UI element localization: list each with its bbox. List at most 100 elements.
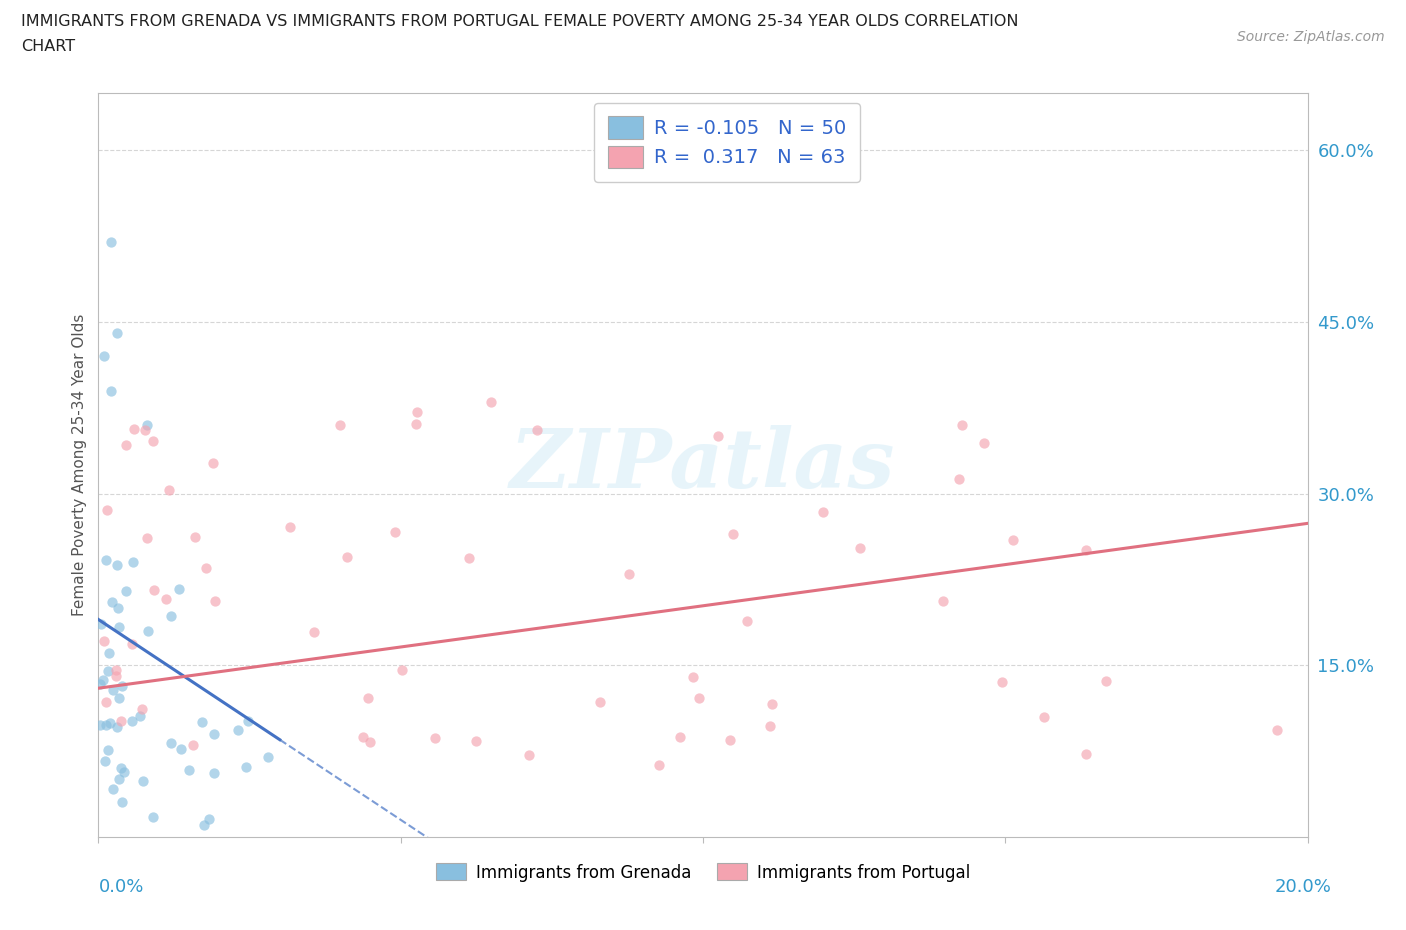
Point [112,764,135,779]
Point [91,673,114,688]
Point [107,600,129,615]
Point [142,433,165,448]
Point [96,503,118,518]
Point [131,773,153,788]
Point [155,592,177,607]
Point [131,701,153,716]
Legend: Immigrants from Grenada, Immigrants from Portugal: Immigrants from Grenada, Immigrants from… [429,857,977,888]
Point [721,526,744,541]
Point [948,472,970,486]
Point [129,709,152,724]
Point [105,326,128,340]
Point [115,583,138,598]
Point [121,713,143,728]
Point [619,566,641,581]
Point [101,683,124,698]
Point [589,695,612,710]
Point [193,817,215,832]
Point [735,613,758,628]
Point [1033,710,1056,724]
Point [101,594,124,609]
Y-axis label: Female Poverty Among 25-34 Year Olds: Female Poverty Among 25-34 Year Olds [72,313,87,617]
Point [90,617,112,631]
Point [457,551,479,565]
Point [758,719,780,734]
Point [100,234,122,249]
Point [991,675,1014,690]
Point [105,557,128,572]
Point [136,623,159,638]
Point [391,662,413,677]
Point [1074,746,1097,761]
Point [329,418,352,432]
Point [707,429,730,444]
Point [204,593,226,608]
Point [105,662,128,677]
Point [121,554,143,569]
Point [257,750,280,764]
Point [94,694,117,709]
Point [190,715,212,730]
Point [195,561,218,576]
Point [134,423,156,438]
Point [718,733,741,748]
Point [122,422,145,437]
Point [97,742,120,757]
Point [761,697,783,711]
Point [352,729,374,744]
Point [464,734,486,749]
Point [142,809,165,824]
Point [121,637,143,652]
Point [359,735,381,750]
Point [135,418,157,432]
Point [93,633,115,648]
Point [682,669,704,684]
Point [1002,532,1025,547]
Point [177,763,200,777]
Point [96,717,118,732]
Point [304,625,326,640]
Point [849,541,872,556]
Point [98,716,121,731]
Point [142,583,165,598]
Point [278,519,301,534]
Point [932,593,955,608]
Point [110,761,132,776]
Point [238,714,260,729]
Point [108,620,131,635]
Point [384,525,406,539]
Text: 0.0%: 0.0% [98,878,143,896]
Point [89,676,111,691]
Point [89,717,111,732]
Point [406,405,429,419]
Point [110,713,132,728]
Point [94,753,117,768]
Point [111,679,134,694]
Point [97,663,120,678]
Point [108,691,131,706]
Point [669,730,692,745]
Point [97,646,120,661]
Point [648,758,671,773]
Point [688,690,710,705]
Point [1267,723,1289,737]
Point [160,736,183,751]
Point [357,690,380,705]
Point [184,529,207,544]
Point [526,422,548,437]
Point [405,417,427,432]
Point [157,483,180,498]
Point [202,765,225,780]
Text: CHART: CHART [21,39,75,54]
Point [423,731,446,746]
Point [517,748,540,763]
Point [202,726,225,741]
Text: IMMIGRANTS FROM GRENADA VS IMMIGRANTS FROM PORTUGAL FEMALE POVERTY AMONG 25-34 Y: IMMIGRANTS FROM GRENADA VS IMMIGRANTS FR… [21,14,1018,29]
Point [160,608,183,623]
Point [94,552,117,567]
Point [336,550,359,565]
Text: 20.0%: 20.0% [1275,878,1331,896]
Point [181,737,204,752]
Point [198,811,221,826]
Point [93,349,115,364]
